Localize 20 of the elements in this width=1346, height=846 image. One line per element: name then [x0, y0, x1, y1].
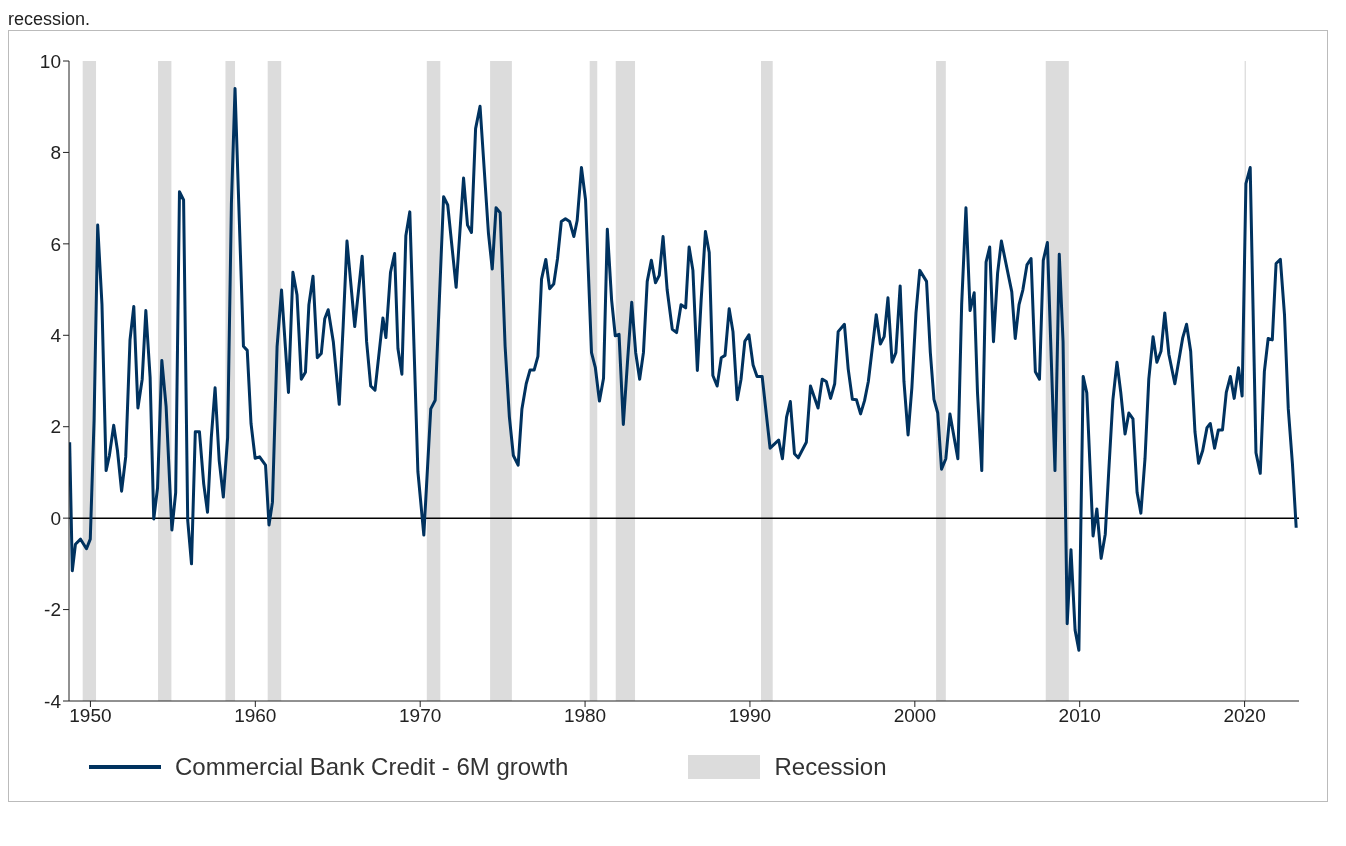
x-tick-label: 1980 [563, 705, 607, 727]
x-tick-label: 1950 [69, 705, 112, 727]
x-tick-label: 1960 [234, 705, 277, 727]
x-tick-label: 2000 [893, 705, 936, 727]
y-tick-label: 0 [50, 507, 61, 529]
y-tick-label: 2 [50, 416, 61, 438]
legend-label: Recession [774, 753, 887, 781]
x-tick-label: 1970 [399, 705, 442, 727]
x-tick-label: 2010 [1058, 705, 1101, 727]
y-tick-label: 8 [50, 142, 61, 164]
chart-title: recession. [8, 8, 92, 30]
y-tick-label: -2 [44, 599, 61, 621]
legend-label: Commercial Bank Credit - 6M growth [175, 753, 569, 781]
y-tick-label: 10 [39, 50, 61, 72]
line-series [69, 86, 1298, 652]
y-tick-label: 6 [50, 233, 61, 255]
x-tick-label: 2020 [1223, 705, 1266, 727]
y-tick-label: 4 [50, 325, 62, 347]
y-tick-label: -4 [44, 690, 62, 712]
x-tick-label: 1990 [728, 705, 772, 727]
